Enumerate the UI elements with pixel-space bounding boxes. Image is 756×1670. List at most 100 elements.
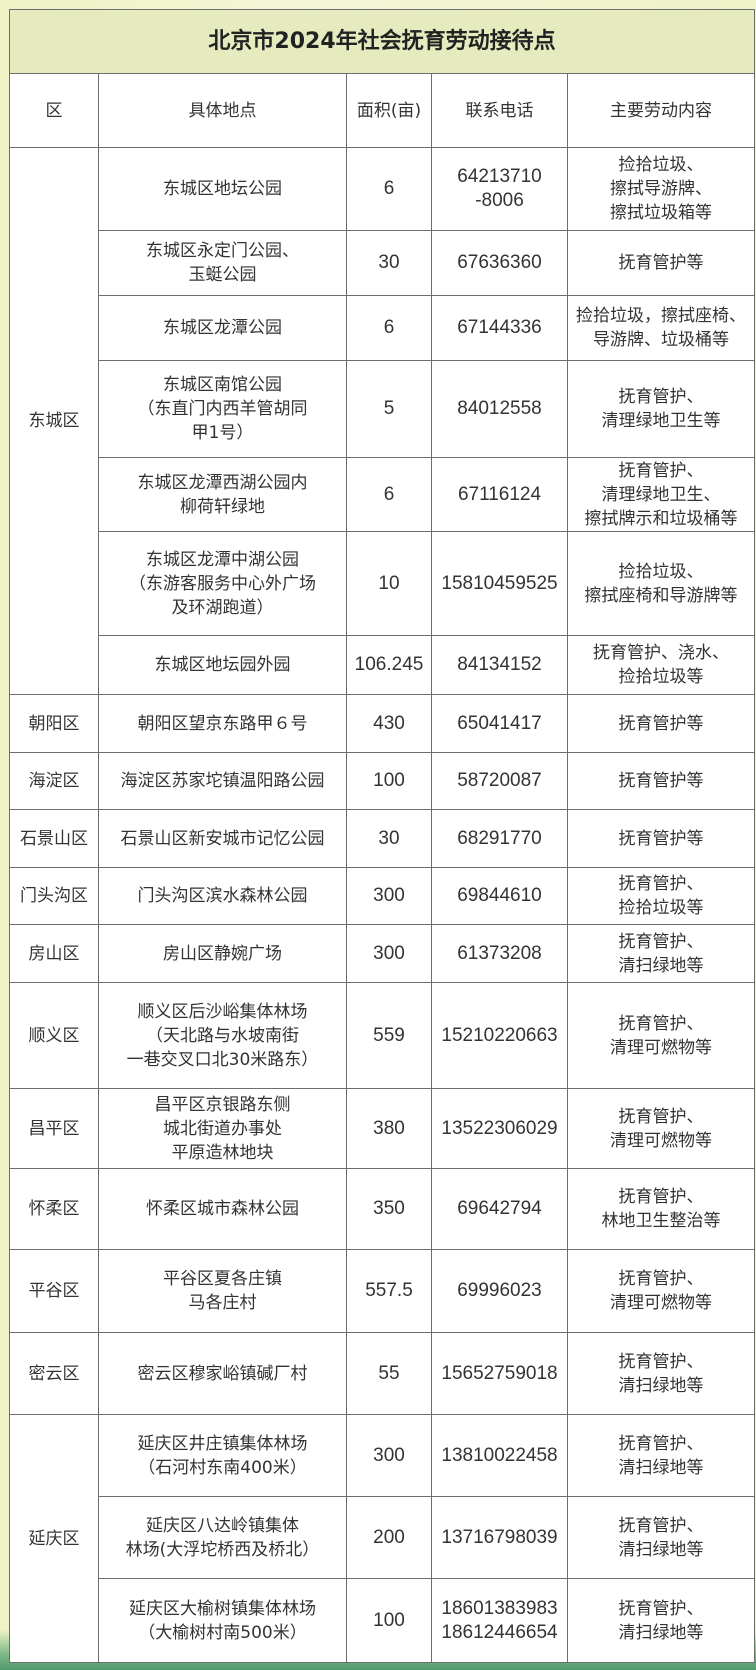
location-cell: 东城区地坛园外园	[98, 635, 347, 695]
table-row: 房山区 房山区静婉广场 300 61373208 抚育管护、 清扫绿地等	[9, 924, 756, 983]
area-cell: 5	[346, 360, 432, 458]
area-cell: 200	[346, 1496, 432, 1579]
work-cell: 抚育管护等	[566, 694, 756, 753]
phone-cell: 69642794	[431, 1168, 568, 1250]
phone-cell: 15210220663	[431, 982, 568, 1089]
table-row: 东城区地坛园外园 106.245 84134152 抚育管护、浇水、 捡拾垃圾等	[10, 635, 756, 695]
area-cell: 350	[346, 1168, 432, 1250]
work-cell: 抚育管护、 清理可燃物等	[566, 1249, 756, 1333]
work-cell: 捡拾垃圾、 擦拭座椅和导游牌等	[566, 531, 756, 636]
area-cell: 30	[346, 230, 432, 296]
phone-cell: 18601383983 18612446654	[431, 1578, 568, 1663]
phone-cell: 84134152	[431, 635, 568, 695]
location-cell: 东城区地坛公园	[98, 147, 347, 231]
work-cell: 抚育管护等	[566, 809, 756, 868]
phone-cell: 61373208	[431, 924, 568, 983]
work-cell: 捡拾垃圾、 擦拭导游牌、 擦拭垃圾箱等	[566, 147, 756, 231]
header-phone: 联系电话	[431, 73, 568, 148]
table-row: 门头沟区 门头沟区滨水森林公园 300 69844610 抚育管护、 捡拾垃圾等	[9, 867, 756, 925]
work-cell: 捡拾垃圾，擦拭座椅、 导游牌、垃圾桶等	[566, 295, 756, 361]
reception-points-table: 北京市2024年社会抚育劳动接待点 区 具体地点 面积(亩) 联系电话 主要劳动…	[8, 9, 756, 1663]
table-row: 延庆区 延庆区井庄镇集体林场 （石河村东南400米） 300 13810022458 抚…	[9, 1414, 756, 1663]
work-cell: 抚育管护、 清理可燃物等	[566, 1088, 756, 1169]
table-row: 东城区永定门公园、 玉蜓公园 30 67636360 抚育管护等	[10, 230, 756, 296]
phone-cell: 69996023	[431, 1249, 568, 1333]
location-cell: 门头沟区滨水森林公园	[98, 867, 347, 925]
phone-cell: 15652759018	[431, 1332, 568, 1415]
area-cell: 559	[346, 982, 432, 1089]
header-row: 区 具体地点 面积(亩) 联系电话 主要劳动内容	[9, 73, 756, 148]
table-row: 昌平区 昌平区京银路东侧 城北街道办事处 平原造林地块 380 13522306029…	[9, 1088, 756, 1169]
location-cell: 怀柔区城市森林公园	[98, 1168, 347, 1250]
table-row: 延庆区大榆树镇集体林场 （大榆树村南500米） 100 18601383983 18…	[10, 1578, 756, 1663]
area-cell: 430	[346, 694, 432, 753]
area-cell: 300	[346, 924, 432, 983]
work-cell: 抚育管护、 捡拾垃圾等	[566, 867, 756, 925]
location-cell: 东城区龙潭西湖公园内 柳荷轩绿地	[98, 457, 347, 532]
district-cell: 门头沟区	[9, 867, 99, 925]
table-title: 北京市2024年社会抚育劳动接待点	[8, 9, 756, 74]
work-cell: 抚育管护、 清扫绿地等	[566, 1496, 756, 1579]
phone-cell: 64213710 -8006	[431, 147, 568, 231]
phone-cell: 15810459525	[431, 531, 568, 636]
district-cell: 东城区	[9, 147, 99, 695]
title-row: 北京市2024年社会抚育劳动接待点	[8, 9, 756, 74]
location-cell: 延庆区八达岭镇集体 林场(大浮坨桥西及桥北）	[98, 1496, 347, 1579]
phone-cell: 13810022458	[431, 1414, 568, 1497]
work-cell: 抚育管护、 清理绿地卫生、 擦拭牌示和垃圾桶等	[566, 457, 756, 532]
district-cell: 怀柔区	[9, 1168, 99, 1250]
area-cell: 30	[346, 809, 432, 868]
table-row: 怀柔区 怀柔区城市森林公园 350 69642794 抚育管护、 林地卫生整治等	[9, 1168, 756, 1250]
work-cell: 抚育管护、 林地卫生整治等	[566, 1168, 756, 1250]
table-row: 东城区龙潭公园 6 67144336 捡拾垃圾，擦拭座椅、 导游牌、垃圾桶等	[10, 295, 756, 361]
work-cell: 抚育管护、 清扫绿地等	[566, 1332, 756, 1415]
table-row: 海淀区 海淀区苏家坨镇温阳路公园 100 58720087 抚育管护等	[9, 752, 756, 810]
work-cell: 抚育管护、 清理可燃物等	[566, 982, 756, 1089]
location-cell: 延庆区大榆树镇集体林场 （大榆树村南500米）	[98, 1578, 347, 1663]
district-cell: 海淀区	[9, 752, 99, 810]
location-cell: 朝阳区望京东路甲６号	[98, 694, 347, 753]
work-cell: 抚育管护、浇水、 捡拾垃圾等	[566, 635, 756, 695]
location-cell: 昌平区京银路东侧 城北街道办事处 平原造林地块	[98, 1088, 347, 1169]
work-cell: 抚育管护、 清扫绿地等	[566, 1414, 756, 1497]
area-cell: 6	[346, 457, 432, 532]
table-row: 东城区南馆公园 （东直门内西羊管胡同 甲1号） 5 84012558 抚育管护、 清理…	[10, 360, 756, 458]
area-cell: 100	[346, 752, 432, 810]
area-cell: 100	[346, 1578, 432, 1663]
area-cell: 10	[346, 531, 432, 636]
table-row: 东城区龙潭中湖公园 （东游客服务中心外广场 及环湖跑道） 10 1581045952…	[10, 531, 756, 636]
table-row: 东城区 东城区地坛公园 6 64213710 -8006 捡拾垃圾、 擦拭导游牌、 擦拭…	[9, 147, 756, 695]
location-cell: 房山区静婉广场	[98, 924, 347, 983]
work-cell: 抚育管护、 清扫绿地等	[566, 1578, 756, 1663]
location-cell: 东城区龙潭中湖公园 （东游客服务中心外广场 及环湖跑道）	[98, 531, 347, 636]
phone-cell: 13522306029	[431, 1088, 568, 1169]
district-cell: 平谷区	[9, 1249, 99, 1333]
table-row: 石景山区 石景山区新安城市记忆公园 30 68291770 抚育管护等	[9, 809, 756, 868]
header-district: 区	[9, 73, 99, 148]
area-cell: 6	[346, 147, 432, 231]
table-row: 顺义区 顺义区后沙峪集体林场 （天北路与水坡南街 一巷交叉口北30米路东） 559 1…	[9, 982, 756, 1089]
location-cell: 延庆区井庄镇集体林场 （石河村东南400米）	[98, 1414, 347, 1497]
table-row: 平谷区 平谷区夏各庄镇 马各庄村 557.5 69996023 抚育管护、 清理可燃物等	[9, 1249, 756, 1333]
district-cell: 朝阳区	[9, 694, 99, 753]
header-area: 面积(亩)	[346, 73, 432, 148]
district-cell: 昌平区	[9, 1088, 99, 1169]
header-location: 具体地点	[98, 73, 347, 148]
district-cell: 石景山区	[9, 809, 99, 868]
phone-cell: 68291770	[431, 809, 568, 868]
table-row: 延庆区八达岭镇集体 林场(大浮坨桥西及桥北） 200 13716798039 抚育管护…	[10, 1496, 756, 1579]
area-cell: 6	[346, 295, 432, 361]
location-cell: 密云区穆家峪镇碱厂村	[98, 1332, 347, 1415]
district-cell: 房山区	[9, 924, 99, 983]
phone-cell: 67144336	[431, 295, 568, 361]
area-cell: 106.245	[346, 635, 432, 695]
location-cell: 东城区南馆公园 （东直门内西羊管胡同 甲1号）	[98, 360, 347, 458]
location-cell: 石景山区新安城市记忆公园	[98, 809, 347, 868]
phone-cell: 58720087	[431, 752, 568, 810]
area-cell: 557.5	[346, 1249, 432, 1333]
phone-cell: 67636360	[431, 230, 568, 296]
district-cell: 密云区	[9, 1332, 99, 1415]
district-cell: 顺义区	[9, 982, 99, 1089]
table-row: 朝阳区 朝阳区望京东路甲６号 430 65041417 抚育管护等	[9, 694, 756, 753]
district-cell: 延庆区	[9, 1414, 99, 1663]
